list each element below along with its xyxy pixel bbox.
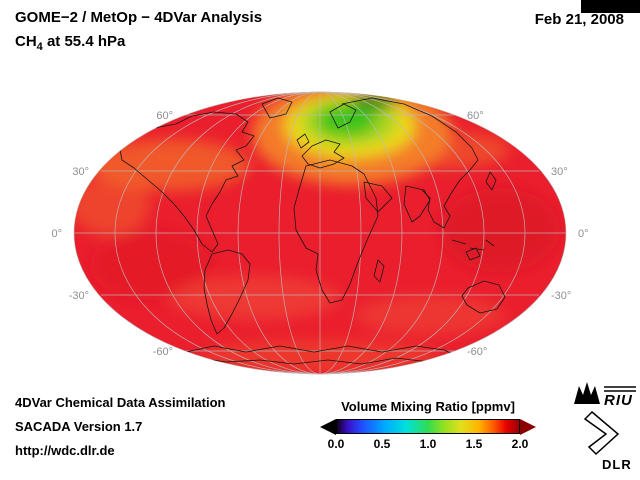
lat-label-0-left: 0° (51, 228, 62, 240)
latitude-labels: 60° 60° 30° 30° 0° 0° -30° -30° -60° -60… (51, 110, 588, 358)
region-india (403, 185, 431, 223)
riu-logo: RIU (574, 382, 636, 409)
lat-label-60n-left: 60° (156, 110, 173, 122)
region-scandinavia (329, 103, 357, 129)
island-britain (296, 133, 310, 149)
footer-assimilation-label: 4DVar Chemical Data Assimilation (15, 395, 226, 410)
corner-marker (581, 0, 640, 13)
dlr-logo-text: DLR (602, 457, 632, 472)
colorbar-ticks: 0.0 0.5 1.0 1.5 2.0 (328, 437, 529, 452)
islands-indonesia (451, 239, 495, 251)
continent-south-america (203, 249, 251, 335)
riu-logo-text: RIU (604, 392, 633, 409)
colorbar-tick: 0.5 (373, 437, 391, 451)
dlr-wing-icon (583, 410, 620, 456)
island-borneo (465, 247, 481, 261)
page-title: GOME−2 / MetOp − 4DVar Analysis (15, 9, 263, 26)
lat-label-30n-left: 30° (72, 166, 89, 178)
continent-asia (341, 97, 479, 229)
colorbar-gradient (336, 419, 520, 434)
lat-label-60s-left: -60° (153, 346, 173, 358)
colorbar-arrow-right (520, 419, 536, 435)
species-subscript: 4 (36, 41, 43, 53)
region-arabia (363, 181, 393, 213)
colorbar-bar (320, 419, 536, 435)
date-label: Feb 21, 2008 (534, 11, 624, 28)
island-japan (485, 171, 497, 191)
colorbar-arrow-left (320, 419, 336, 435)
lat-label-30n-right: 30° (551, 166, 568, 178)
species-symbol: CH (15, 33, 37, 50)
map-anomaly-patches (74, 92, 560, 372)
lat-label-0-right: 0° (578, 228, 589, 240)
lat-label-30s-left: -30° (69, 290, 89, 302)
footer-version-label: SACADA Version 1.7 (15, 419, 143, 434)
island-madagascar (373, 259, 385, 283)
colorbar-tick: 1.5 (465, 437, 483, 451)
dlr-logo: DLR (583, 410, 632, 472)
continent-north-america (119, 111, 255, 253)
pressure-level-label: at 55.4 hPa (42, 33, 126, 50)
continent-greenland (261, 97, 293, 119)
continent-africa (293, 159, 379, 304)
colorbar-title: Volume Mixing Ratio [ppmv] (341, 399, 515, 414)
continent-australia (461, 280, 506, 314)
graticule (74, 91, 566, 375)
lat-label-60s-right: -60° (467, 346, 487, 358)
lat-label-30s-right: -30° (551, 290, 571, 302)
continent-outlines (119, 97, 506, 365)
page-subtitle: CH4 at 55.4 hPa (15, 33, 125, 53)
footer-url-label: http://wdc.dlr.de (15, 443, 115, 458)
colorbar-tick: 1.0 (419, 437, 437, 451)
riu-cathedral-icon (574, 382, 600, 404)
lat-label-60n-right: 60° (467, 110, 484, 122)
continent-europe (301, 139, 345, 169)
colorbar: Volume Mixing Ratio [ppmv] 0.0 0.5 1.0 1… (320, 399, 536, 452)
colorbar-tick: 2.0 (511, 437, 529, 451)
colorbar-tick: 0.0 (327, 437, 345, 451)
